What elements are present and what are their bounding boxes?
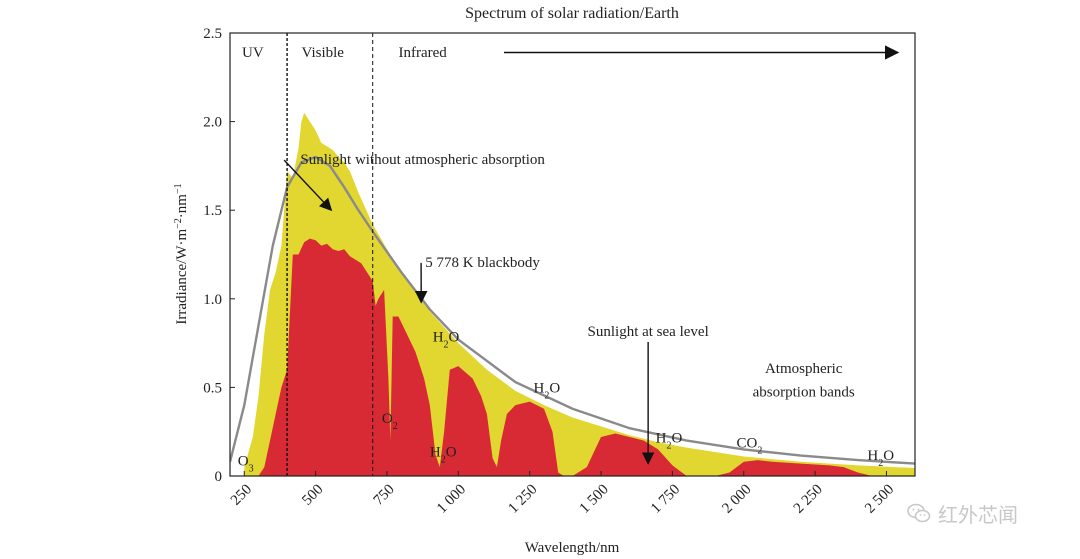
annotation-1-arrow [283,159,333,212]
annotation-4: Atmospheric [765,361,843,377]
x-tick-label-4: 1 250 [505,482,540,517]
y-tick-label-0: 0 [215,469,223,485]
x-tick-label-6: 1 750 [648,482,683,517]
molecule-label-5: H2O [533,381,560,402]
region-label-visible: Visible [302,45,345,61]
plot-area [230,112,915,476]
x-tick-label-8: 2 250 [791,482,826,517]
watermark: 红外芯闻 [906,497,1018,529]
series-blackbody-line [230,155,915,465]
series-sea-level-area [258,238,915,476]
annotation-1: Sunlight without atmospheric absorption [300,152,545,168]
x-tick-label-2: 750 [371,482,398,509]
y-tick-label-2: 1.0 [203,292,222,308]
molecule-label-6: H2O [656,430,683,451]
x-tick-label-7: 2 000 [719,482,754,517]
chart-title: Spectrum of solar radiation/Earth [465,5,679,22]
watermark-text: 红外芯闻 [938,502,1018,527]
y-axis-label-part-1: Irradiance/W·m [174,229,190,325]
y-tick-label-4: 2.0 [203,115,222,131]
y-tick-label-3: 1.5 [203,203,222,219]
y-tick-label-5: 2.5 [203,26,222,42]
x-tick-label-0: 250 [228,482,255,509]
x-axis-label: Wavelength/nm [525,540,620,556]
molecule-label-4: H2O [433,329,460,350]
molecule-label-3: H2O [430,445,457,466]
annotation-2: 5 778 K blackbody [425,255,540,271]
x-tick-label-1: 500 [299,482,326,509]
y-axis-label-exponent-2: −1 [173,183,184,194]
molecule-label-8: H2O [867,448,894,469]
region-label-infrared: Infrared [399,45,448,61]
y-axis-label-part-2: ·nm [174,194,190,218]
annotation-5: absorption bands [753,384,855,400]
molecule-label-7: CO2 [737,436,763,457]
y-axis-label-exponent-1: −2 [173,218,184,229]
annotation-3: Sunlight at sea level [588,324,709,340]
wechat-icon [907,503,931,523]
y-axis-label: Irradiance/W·m−2·nm−1 [173,183,191,324]
y-tick-label-1: 0.5 [203,380,222,396]
plot-frame [229,32,916,477]
x-tick-label-9: 2 500 [862,482,897,517]
x-tick-label-3: 1 000 [434,482,469,517]
molecule-label-1: O3 [238,453,254,474]
x-tick-label-5: 1 500 [577,482,612,517]
region-label-uv: UV [242,45,264,61]
molecule-label-2: O2 [382,411,398,432]
chart-overlay: UV Visible Infrared Sunlight without atmosp… [238,33,900,476]
